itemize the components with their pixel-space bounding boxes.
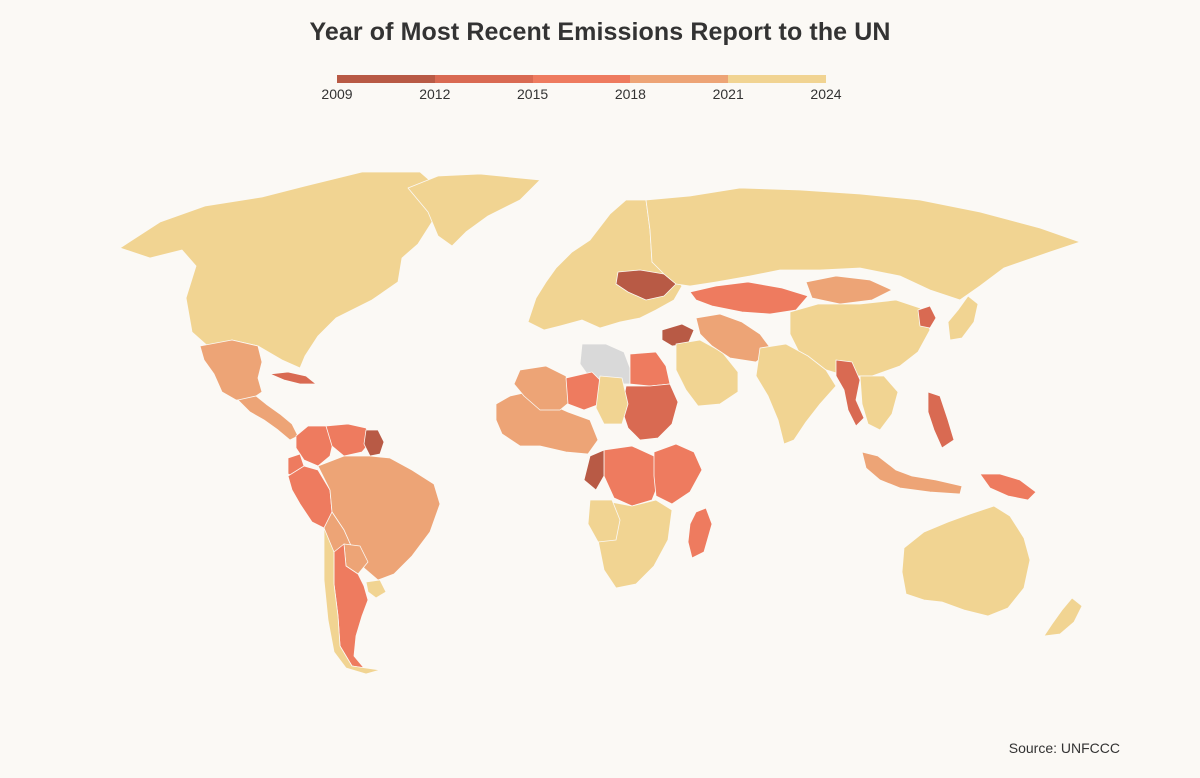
- region-north-america: [119, 171, 451, 369]
- region-papua-new-guinea: [979, 473, 1037, 501]
- region-southeast-asia: [859, 375, 899, 431]
- region-congo: [583, 449, 605, 491]
- region-dr-congo: [603, 445, 661, 507]
- legend-tick-label: 2018: [614, 86, 646, 102]
- legend-tick-label: 2015: [517, 86, 549, 102]
- legend-bin: [728, 75, 826, 83]
- region-japan: [947, 295, 979, 341]
- region-india: [755, 343, 837, 445]
- region-central-asia: [689, 281, 809, 315]
- region-mali: [513, 365, 573, 411]
- region-arabia: [675, 339, 739, 407]
- legend-bin: [630, 75, 729, 83]
- region-colombia: [295, 425, 335, 467]
- region-uruguay: [365, 579, 387, 599]
- region-central-america: [237, 395, 299, 441]
- legend-tick-label: 2024: [810, 86, 842, 102]
- world-map: [119, 171, 1083, 675]
- region-north-korea: [917, 305, 937, 329]
- legend-tick-label: 2009: [321, 86, 353, 102]
- region-east-africa: [653, 443, 703, 505]
- legend-bin: [337, 75, 435, 83]
- legend-tick-label: 2021: [712, 86, 744, 102]
- color-legend: 2009 2012 2015 2018 2021 2024: [0, 0, 1200, 110]
- region-russia: [645, 187, 1081, 301]
- region-greenland: [407, 173, 541, 247]
- region-chad: [595, 375, 629, 425]
- region-chile: [323, 527, 381, 675]
- source-note: Source: UNFCCC: [1008, 740, 1120, 756]
- legend-bin: [434, 75, 533, 83]
- legend-bin: [532, 75, 631, 83]
- region-angola: [587, 499, 621, 543]
- region-new-zealand: [1043, 597, 1083, 637]
- region-ukraine: [615, 269, 677, 301]
- region-australia: [901, 505, 1031, 617]
- map-title: Year of Most Recent Emissions Report to …: [309, 18, 891, 46]
- region-sudan: [621, 383, 679, 441]
- region-guyana: [363, 429, 385, 457]
- region-egypt: [629, 351, 671, 387]
- legend-tick-label: 2012: [419, 86, 451, 102]
- region-madagascar: [687, 507, 713, 559]
- region-mongolia: [805, 275, 893, 305]
- region-cuba: [269, 371, 317, 385]
- region-indonesia: [861, 451, 963, 495]
- region-myanmar: [835, 359, 865, 427]
- region-philippines: [927, 391, 955, 449]
- region-mexico: [199, 339, 263, 401]
